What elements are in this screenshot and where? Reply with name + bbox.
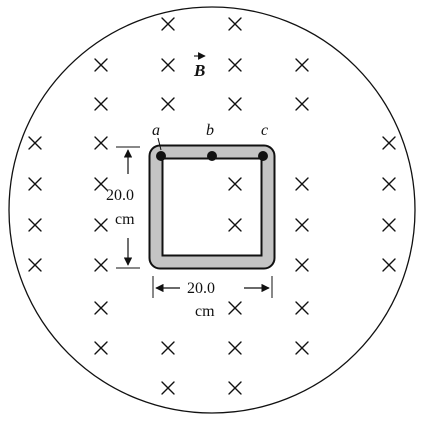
field-cross-icon bbox=[28, 136, 42, 150]
field-label: B bbox=[193, 52, 206, 80]
field-cross-icon bbox=[382, 177, 396, 191]
field-cross-icon bbox=[295, 341, 309, 355]
field-cross-icon bbox=[161, 341, 175, 355]
width-value: 20.0 bbox=[187, 280, 215, 297]
height-unit: cm bbox=[115, 211, 135, 228]
height-dimension: 20.0 cm bbox=[106, 146, 140, 269]
field-cross-icon bbox=[382, 258, 396, 272]
field-cross-icon bbox=[295, 301, 309, 315]
field-cross-icon bbox=[161, 97, 175, 111]
field-cross-icon bbox=[382, 136, 396, 150]
point-c-label: c bbox=[261, 122, 268, 139]
width-unit: cm bbox=[195, 303, 215, 320]
conducting-loop-fill bbox=[150, 146, 274, 268]
field-cross-icon bbox=[295, 58, 309, 72]
field-cross-icon bbox=[161, 381, 175, 395]
field-cross-icon bbox=[28, 218, 42, 232]
field-cross-icon bbox=[28, 177, 42, 191]
point-a-label: a bbox=[152, 122, 160, 139]
field-cross-icon bbox=[295, 258, 309, 272]
field-cross-icon bbox=[228, 301, 242, 315]
conducting-loop bbox=[148, 144, 276, 270]
width-dimension: 20.0 cm bbox=[152, 276, 273, 320]
field-label-text: B bbox=[193, 61, 205, 80]
point-a-dot bbox=[156, 151, 166, 161]
field-cross-icon bbox=[94, 258, 108, 272]
field-cross-icon bbox=[382, 218, 396, 232]
field-cross-icon bbox=[228, 341, 242, 355]
field-cross-icon bbox=[295, 218, 309, 232]
height-value: 20.0 bbox=[106, 187, 134, 204]
field-cross-icon bbox=[94, 218, 108, 232]
field-cross-icon bbox=[94, 177, 108, 191]
field-cross-icon bbox=[228, 381, 242, 395]
field-cross-icon bbox=[161, 17, 175, 31]
field-cross-icon bbox=[228, 97, 242, 111]
field-cross-icon bbox=[228, 58, 242, 72]
point-b-dot bbox=[207, 151, 217, 161]
point-b-label: b bbox=[206, 122, 214, 139]
field-cross-icon bbox=[228, 17, 242, 31]
point-a-leader bbox=[157, 137, 162, 151]
point-c-dot bbox=[258, 151, 268, 161]
field-cross-icon bbox=[28, 258, 42, 272]
field-cross-icon bbox=[161, 58, 175, 72]
field-cross-icon bbox=[94, 301, 108, 315]
field-cross-icon bbox=[295, 97, 309, 111]
field-cross-icon bbox=[94, 341, 108, 355]
field-cross-icon bbox=[228, 177, 242, 191]
field-crosses bbox=[28, 17, 396, 395]
field-cross-icon bbox=[94, 97, 108, 111]
field-cross-icon bbox=[94, 136, 108, 150]
field-cross-icon bbox=[228, 218, 242, 232]
field-cross-icon bbox=[295, 177, 309, 191]
field-region-circle bbox=[8, 6, 416, 414]
field-cross-icon bbox=[94, 58, 108, 72]
